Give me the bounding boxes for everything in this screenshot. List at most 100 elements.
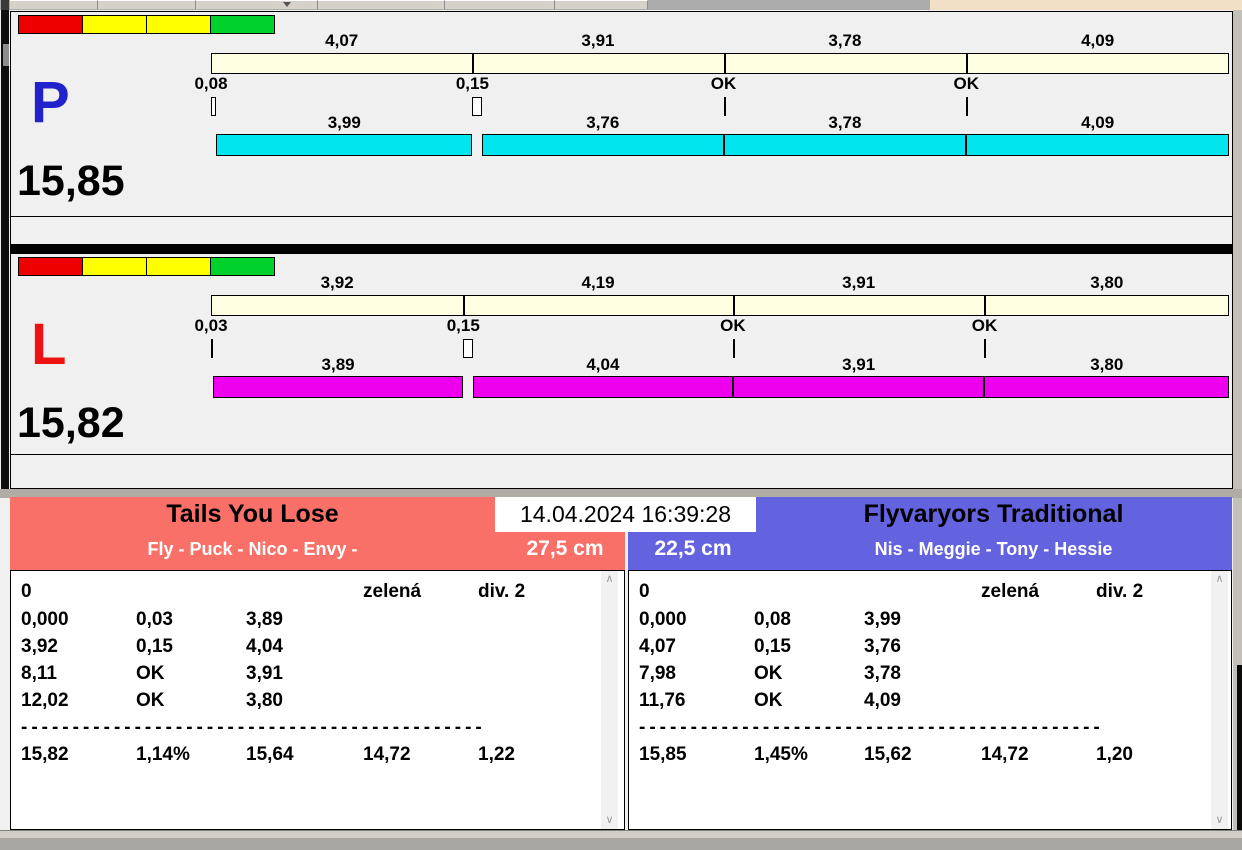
results-table-right[interactable]: 0 zelená div. 2 0,000 0,08 3,99 4,07 0,15 3,76 7,…: [628, 570, 1232, 830]
table-cell: 4,04: [246, 636, 283, 657]
crossover-loss-marker: [211, 97, 217, 116]
table-cell: 3,80: [246, 690, 283, 711]
run-time-label: 3,89: [321, 355, 355, 374]
header-segment: [445, 0, 555, 9]
background-window-header: [0, 0, 1242, 10]
table-total-cell: 14,72: [981, 744, 1029, 765]
table-cell: 0,03: [136, 609, 173, 630]
run-time-label: 3,80: [1090, 355, 1124, 374]
status-light: [82, 257, 147, 276]
run-bar-segment: [216, 134, 473, 156]
scrollbar-left-table[interactable]: ∧ ∨: [601, 571, 618, 829]
run-bar-segment: [472, 376, 733, 398]
results-table-left[interactable]: 0 zelená div. 2 0,000 0,03 3,89 3,92 0,15 4,04 8,…: [10, 570, 625, 830]
split-bar-divider: [472, 53, 475, 74]
crossover-label: 0,08: [194, 74, 228, 93]
table-cell: 0,15: [754, 636, 791, 657]
crossover-loss-marker: [463, 339, 473, 358]
datetime-text: 14.04.2024 16:39:28: [519, 501, 732, 527]
table-divider: ----------------------------------------…: [21, 717, 486, 738]
split-time-label: 3,91: [581, 31, 615, 50]
split-time-label: 4,07: [325, 31, 359, 50]
crossover-label: OK: [953, 74, 980, 93]
run-bar-segment: [984, 376, 1229, 398]
split-bar-divider: [723, 53, 726, 74]
team-members: Fly - Puck - Nico - Envy -: [147, 539, 358, 559]
background-window-notch: [1237, 665, 1242, 830]
scroll-down-icon[interactable]: ∨: [605, 814, 614, 826]
table-total-cell: 1,45%: [754, 744, 808, 765]
table-cell: 0,15: [136, 636, 173, 657]
scroll-up-icon[interactable]: ∧: [605, 573, 614, 585]
run-bar-segment: [732, 376, 985, 398]
split-time-label: 3,80: [1090, 273, 1124, 292]
window-bottom-bar: [0, 838, 1242, 850]
crossover-label: OK: [720, 316, 746, 335]
table-total-cell: 15,62: [864, 744, 912, 765]
run-bar-segment: [723, 134, 967, 156]
table-cell-light: zelená: [363, 581, 422, 602]
split-time-label: 3,92: [320, 273, 354, 292]
table-cell: 3,76: [864, 636, 901, 657]
run-time-label: 3,76: [586, 113, 620, 132]
header-segment-tan: [930, 0, 1242, 10]
separator-line: [11, 454, 1232, 455]
lane-total: 15,82: [17, 399, 125, 447]
table-cell: 0,000: [21, 609, 69, 630]
table-cell-start: 0: [21, 581, 32, 602]
status-light: [18, 257, 83, 276]
table-total-cell: 14,72: [363, 744, 411, 765]
scroll-down-icon[interactable]: ∨: [1215, 814, 1224, 826]
scrollbar-right-table[interactable]: ∧ ∨: [1211, 571, 1228, 829]
lane-total: 15,85: [17, 157, 125, 205]
run-bar-segment: [212, 376, 464, 398]
team-name: Flyvaryors Traditional: [863, 500, 1124, 528]
sort-indicator-icon: [283, 2, 291, 7]
table-divider: ----------------------------------------…: [639, 717, 1104, 738]
table-cell: 3,92: [21, 636, 58, 657]
jump-height-badge: 22,5 cm: [654, 537, 732, 560]
panel-gap-band: [0, 489, 1242, 498]
header-segment: [10, 0, 98, 9]
table-total-cell: 1,20: [1096, 744, 1133, 765]
lane-divider: [10, 245, 1233, 253]
team-name: Tails You Lose: [166, 500, 339, 528]
table-cell: 0,08: [754, 609, 791, 630]
lane-panel-left: L 15,82 3,92 4,19 3,91 3,80 0,03 0,15 OK OK 3,89 4,…: [10, 253, 1233, 489]
split-time-label: 4,19: [581, 273, 615, 292]
datetime-display: 14.04.2024 16:39:28: [495, 497, 756, 532]
table-cell: OK: [136, 690, 165, 711]
table-cell: 7,98: [639, 663, 676, 684]
run-time-label: 4,04: [586, 355, 620, 374]
split-bar-divider: [463, 295, 466, 316]
table-cell: 3,78: [864, 663, 901, 684]
table-cell: OK: [754, 690, 783, 711]
table-cell-light: zelená: [981, 581, 1040, 602]
team-members: Nis - Meggie - Tony - Hessie: [874, 539, 1113, 559]
run-bar-segment: [482, 134, 724, 156]
crossover-label: 0,03: [194, 316, 228, 335]
scroll-up-icon[interactable]: ∧: [1215, 573, 1224, 585]
window-corner-icon: [1, 0, 9, 10]
status-light: [82, 15, 147, 34]
split-bar-divider: [984, 295, 987, 316]
status-light: [210, 15, 275, 34]
separator-line: [11, 216, 1232, 217]
background-window-edge-right: [1233, 10, 1242, 830]
lane-letter: P: [31, 70, 70, 135]
status-light: [146, 257, 211, 276]
team-header-left: Tails You Lose Fly - Puck - Nico - Envy …: [10, 497, 625, 570]
table-cell: 12,02: [21, 690, 69, 711]
crossover-ok-marker: [984, 339, 987, 358]
background-window-edge-left: [1, 10, 9, 493]
table-cell-division: div. 2: [478, 581, 526, 602]
window-bottom-strip: [0, 830, 1242, 838]
split-time-label: 3,91: [842, 273, 876, 292]
table-cell-division: div. 2: [1096, 581, 1144, 602]
crossover-label: OK: [710, 74, 737, 93]
crossover-label: 0,15: [446, 316, 480, 335]
crossover-label: 0,15: [455, 74, 489, 93]
status-light: [210, 257, 275, 276]
table-total-cell: 15,64: [246, 744, 294, 765]
